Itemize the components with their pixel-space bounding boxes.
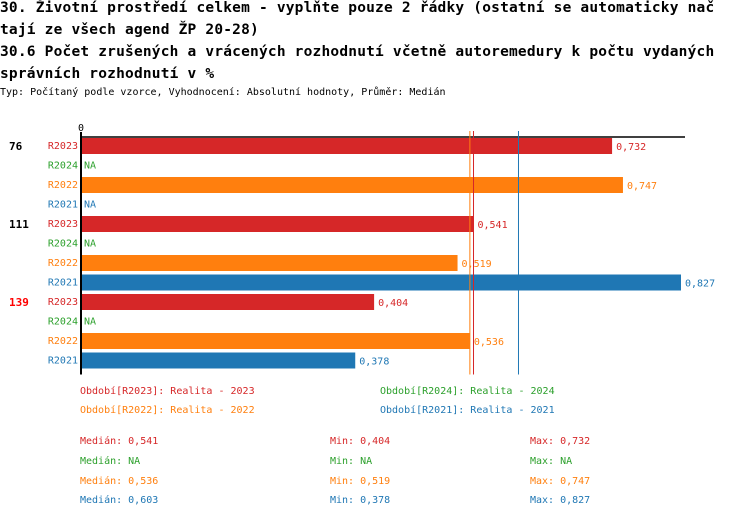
title-line-1: 30. Životní prostředí celkem - vyplňte p… [0, 0, 715, 16]
bar [81, 274, 681, 291]
title-line-4: správních rozhodnutí v % [0, 66, 215, 82]
na-label: NA [84, 317, 96, 328]
value-label: 0,519 [462, 259, 492, 270]
stat-median-r2021: Medián: 0,603 [80, 495, 159, 506]
series-label: R2024 [48, 239, 78, 250]
series-label: R2024 [48, 161, 78, 172]
title-line-2: tají ze všech agend ŽP 20-28) [0, 22, 259, 38]
stat-median-r2024: Medián: NA [80, 456, 141, 467]
legend-period-r2022: Období[R2022]: Realita - 2022 [80, 405, 255, 416]
group-label: 139 [9, 296, 29, 309]
bar [81, 294, 375, 310]
chart-subtitle: Typ: Počítaný podle vzorce, Vyhodnocení:… [0, 87, 446, 98]
stat-median-r2023: Medián: 0,541 [80, 436, 159, 447]
bar [81, 138, 613, 154]
legend-period-r2021: Období[R2021]: Realita - 2021 [380, 405, 555, 416]
bar [81, 177, 623, 193]
series-label: R2022 [48, 336, 78, 347]
x-tick-label: 0 [78, 123, 84, 134]
series-label: R2022 [48, 258, 78, 269]
series-label: R2023 [48, 219, 78, 230]
bar-chart: 0 76 R2023 0,732 R2024 NA R2022 0,747 R2021 NA 111… [9, 123, 715, 375]
series-label: R2023 [48, 297, 78, 308]
na-label: NA [84, 161, 96, 172]
stat-max-r2024: Max: NA [530, 456, 573, 467]
stat-min-r2023: Min: 0,404 [330, 436, 391, 447]
bar [81, 216, 474, 232]
value-label: 0,732 [616, 142, 646, 153]
group-label: 76 [9, 140, 23, 153]
stat-min-r2024: Min: NA [330, 456, 373, 467]
na-label: NA [84, 239, 96, 250]
bar [81, 255, 458, 271]
title-line-3: 30.6 Počet zrušených a vrácených rozhodn… [0, 44, 715, 60]
legend-period-r2023: Období[R2023]: Realita - 2023 [80, 386, 255, 397]
series-label: R2021 [48, 356, 78, 367]
value-label: 0,827 [685, 279, 715, 290]
stat-max-r2023: Max: 0,732 [530, 436, 591, 447]
value-label: 0,404 [378, 298, 408, 309]
stat-max-r2022: Max: 0,747 [530, 476, 591, 487]
value-label: 0,378 [359, 357, 389, 368]
series-label: R2022 [48, 180, 78, 191]
stat-max-r2021: Max: 0,827 [530, 495, 591, 506]
legend-period-r2024: Období[R2024]: Realita - 2024 [380, 386, 555, 397]
bar [81, 352, 356, 369]
na-label: NA [84, 200, 96, 211]
group-label: 111 [9, 218, 29, 231]
series-label: R2021 [48, 200, 78, 211]
value-label: 0,747 [627, 181, 657, 192]
stat-min-r2022: Min: 0,519 [330, 476, 391, 487]
value-label: 0,541 [478, 220, 508, 231]
series-label: R2024 [48, 317, 78, 328]
stat-min-r2021: Min: 0,378 [330, 495, 391, 506]
stat-median-r2022: Medián: 0,536 [80, 476, 159, 487]
bar [81, 333, 470, 349]
series-label: R2021 [48, 278, 78, 289]
series-label: R2023 [48, 141, 78, 152]
value-label: 0,536 [474, 337, 504, 348]
